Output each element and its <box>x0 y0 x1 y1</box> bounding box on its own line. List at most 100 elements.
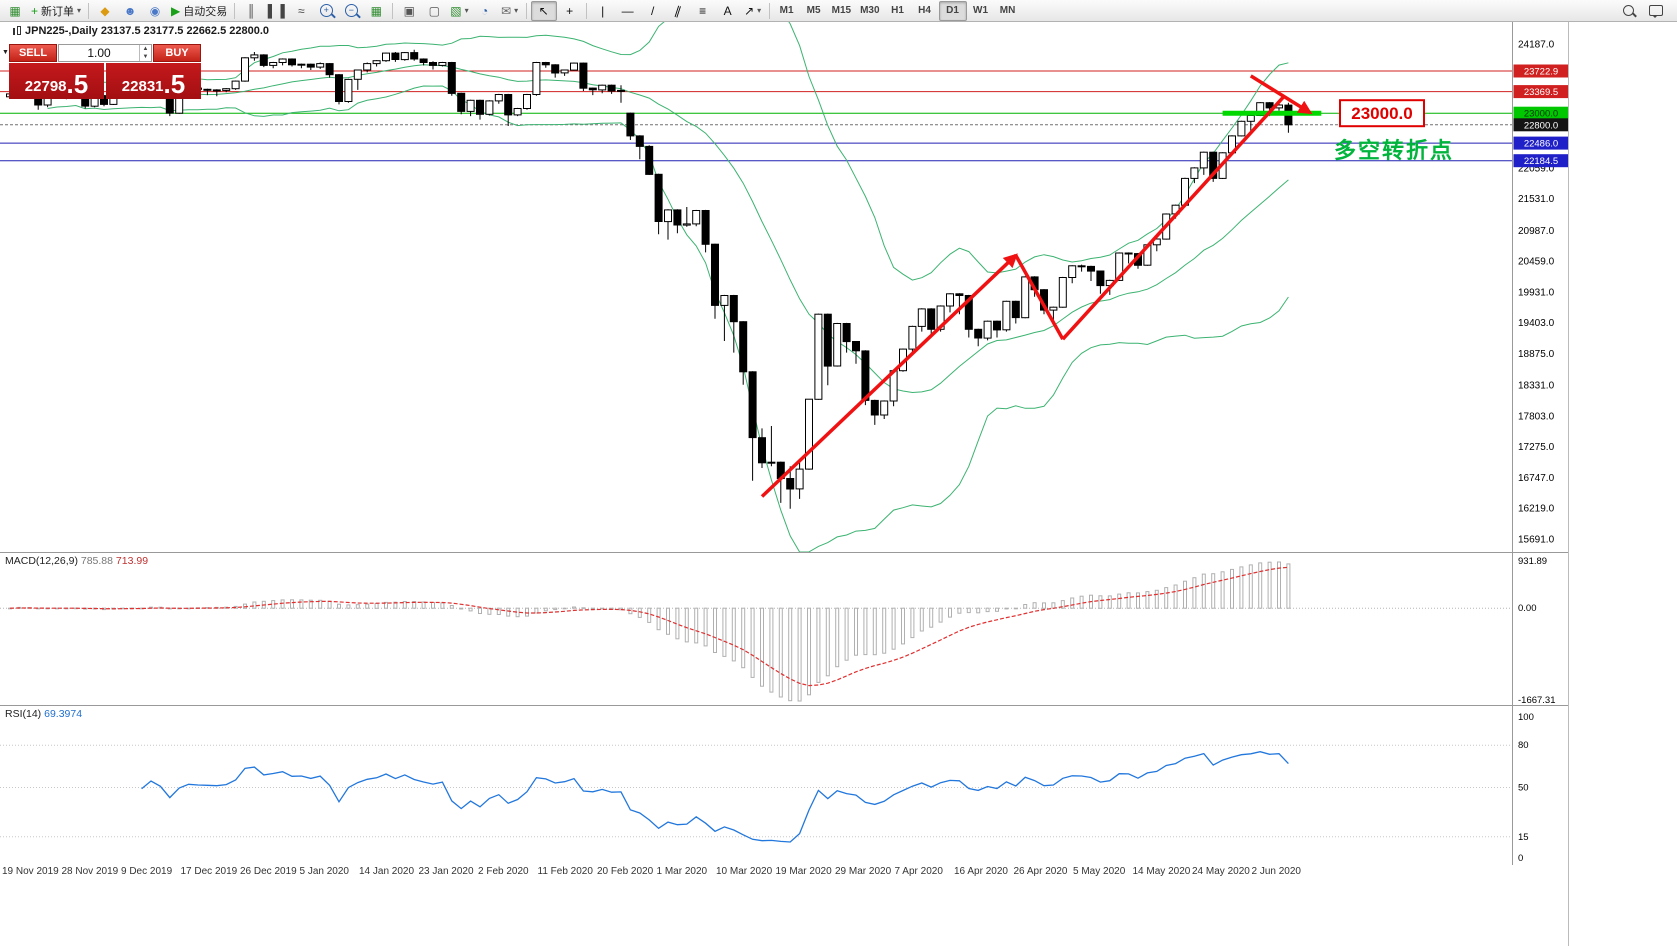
zoom-out-icon[interactable]: − <box>339 2 363 20</box>
chart-window: JPN225-,Daily 23137.5 23177.5 22662.5 22… <box>0 22 1569 946</box>
text-tool-icon[interactable]: A <box>716 2 740 20</box>
equidistant-channel-icon[interactable]: ∥ <box>666 2 690 20</box>
market-watch-icon[interactable]: ◆ <box>93 2 117 20</box>
macd-panel-canvas[interactable]: 931.89 0.00 -1667.31 <box>0 552 1568 705</box>
trend-arrow-annotation <box>760 253 1018 498</box>
cascade-windows-icon[interactable]: ▢ <box>422 2 446 20</box>
main-toolbar: ▦ + 新订单 ▾ ◆ ☻ ◉ ▶ 自动交易 ║ ▌▐ ≈ + − ▦ ▣ ▢ ▧ ▾ ◔ ✉ ▾ ↖ + | — / ∥ ≡ A ↗ ▾ M1… <box>0 0 1677 22</box>
time-axis[interactable]: 19 Nov 2019 28 Nov 2019 9 Dec 2019 17 Dec 2… <box>0 865 1512 881</box>
date-label: 24 May 2020 <box>1192 866 1250 877</box>
svg-text:17803.0: 17803.0 <box>1518 411 1555 422</box>
timeframe-d1[interactable]: D1 <box>938 0 967 21</box>
svg-text:19403.0: 19403.0 <box>1518 318 1555 329</box>
zoom-in-icon[interactable]: + <box>314 2 338 20</box>
data-window-icon[interactable]: ☻ <box>118 2 142 20</box>
svg-text:23000.0: 23000.0 <box>1524 109 1558 120</box>
rsi-title: RSI(14) <box>5 708 42 720</box>
search-button[interactable] <box>1616 2 1640 20</box>
trendline-tool-icon[interactable]: / <box>641 2 665 20</box>
svg-text:21531.0: 21531.0 <box>1518 194 1555 205</box>
rsi-panel-canvas[interactable]: 100 80 50 15 0 <box>0 705 1568 865</box>
terminal-grid-icon[interactable]: ▦ <box>3 2 27 20</box>
volume-input[interactable]: 1.00 <box>87 46 111 60</box>
date-label: 1 Mar 2020 <box>656 866 708 877</box>
macd-histogram <box>8 561 1291 702</box>
svg-text:19931.0: 19931.0 <box>1518 288 1555 299</box>
arrows-tool-button[interactable]: ↗ ▾ <box>741 2 765 20</box>
sell-price-frac: .5 <box>66 69 89 99</box>
timeframe-h1[interactable]: H1 <box>891 5 904 16</box>
navigator-icon[interactable]: ◉ <box>143 2 167 20</box>
cursor-icon[interactable]: ↖ <box>530 0 557 21</box>
svg-text:18331.0: 18331.0 <box>1518 381 1555 392</box>
period-clock-icon[interactable]: ◔ <box>473 2 497 20</box>
arrange-windows-icon[interactable]: ▣ <box>397 2 421 20</box>
svg-text:15: 15 <box>1518 832 1529 843</box>
cursor-icon: ↖ <box>538 3 549 18</box>
cascade-windows-icon: ▢ <box>428 3 440 18</box>
svg-text:17275.0: 17275.0 <box>1518 442 1555 453</box>
svg-text:0.00: 0.00 <box>1518 603 1537 614</box>
sell-price-display[interactable]: 22798.5 <box>9 63 104 99</box>
crosshair-icon[interactable]: + <box>558 2 582 20</box>
svg-text:22486.0: 22486.0 <box>1524 139 1558 150</box>
svg-text:23000.0: 23000.0 <box>1351 104 1412 123</box>
svg-text:-1667.31: -1667.31 <box>1518 695 1556 705</box>
auto-trading-button[interactable]: ▶ 自动交易 <box>168 2 230 20</box>
svg-text:22184.5: 22184.5 <box>1524 156 1558 167</box>
volume-increase-button[interactable]: ▲ <box>142 46 149 52</box>
svg-text:23722.9: 23722.9 <box>1524 67 1558 78</box>
date-label: 17 Dec 2019 <box>180 866 238 877</box>
tile-windows-icon[interactable]: ▦ <box>364 2 388 20</box>
volume-decrease-button[interactable]: ▼ <box>142 54 149 60</box>
bar-chart-icon[interactable]: ║ <box>239 2 263 20</box>
horizontal-line-tool-icon[interactable]: — <box>616 2 640 20</box>
vertical-line-tool-icon[interactable]: | <box>591 2 615 20</box>
trade-panel-collapse-icon[interactable]: ▼ <box>2 49 9 56</box>
date-label: 5 Jan 2020 <box>299 866 350 877</box>
trend-arrow-annotation <box>1249 74 1313 115</box>
line-chart-icon: ≈ <box>297 3 305 18</box>
auto-trading-button-label: 自动交易 <box>183 5 228 18</box>
timeframe-w1[interactable]: W1 <box>973 5 989 16</box>
navigator-icon: ◉ <box>149 3 161 18</box>
timeframe-h4[interactable]: H4 <box>918 5 931 16</box>
timeframe-mn[interactable]: MN <box>999 5 1016 16</box>
price-chart-canvas[interactable]: 23000.0 多空转折点 24187.0 22059.0 21531.0 20987.0… <box>0 22 1568 552</box>
buy-button[interactable]: BUY <box>153 44 201 62</box>
buy-price-main: 22831 <box>121 78 164 95</box>
date-label: 26 Apr 2020 <box>1013 866 1068 877</box>
sell-button[interactable]: SELL <box>9 44 57 62</box>
toolbar-separator <box>525 2 527 19</box>
date-label: 29 Mar 2020 <box>835 866 892 877</box>
fibonacci-tool-icon[interactable]: ≡ <box>691 2 715 20</box>
volume-box: 1.00 ▲ ▼ <box>58 44 152 62</box>
date-label: 16 Apr 2020 <box>954 866 1008 877</box>
new-order-button[interactable]: + 新订单 ▾ <box>28 2 84 20</box>
mail-button[interactable]: ✉ ▾ <box>498 2 522 20</box>
chat-button[interactable] <box>1644 2 1668 20</box>
tile-windows-icon: ▦ <box>370 3 382 18</box>
buy-price-frac: .5 <box>163 69 186 99</box>
timeframe-m5[interactable]: M5 <box>806 5 821 16</box>
mail-icon: ✉ <box>501 3 512 18</box>
macd-title: MACD(12,26,9) <box>5 555 78 567</box>
new-chart-button[interactable]: ▧ ▾ <box>447 2 471 20</box>
vertical-line-tool-icon: | <box>601 3 605 18</box>
date-label: 9 Dec 2019 <box>121 866 173 877</box>
timeframe-m15[interactable]: M15 <box>831 5 852 16</box>
date-label: 11 Feb 2020 <box>537 866 593 877</box>
candlestick-chart-icon[interactable]: ▌▐ <box>264 2 288 20</box>
svg-text:931.89: 931.89 <box>1518 556 1547 567</box>
toolbar-right <box>1616 2 1674 20</box>
date-label: 20 Feb 2020 <box>597 866 654 877</box>
timeframe-m30[interactable]: M30 <box>860 5 880 16</box>
toolbar-separator <box>585 2 587 19</box>
line-chart-icon[interactable]: ≈ <box>289 2 313 20</box>
trend-arrow-annotation <box>1014 254 1065 341</box>
date-label: 10 Mar 2020 <box>716 866 773 877</box>
buy-price-display[interactable]: 22831.5 <box>106 63 201 99</box>
svg-text:18875.0: 18875.0 <box>1518 349 1555 360</box>
timeframe-m1[interactable]: M1 <box>779 5 794 16</box>
svg-text:80: 80 <box>1518 740 1529 751</box>
